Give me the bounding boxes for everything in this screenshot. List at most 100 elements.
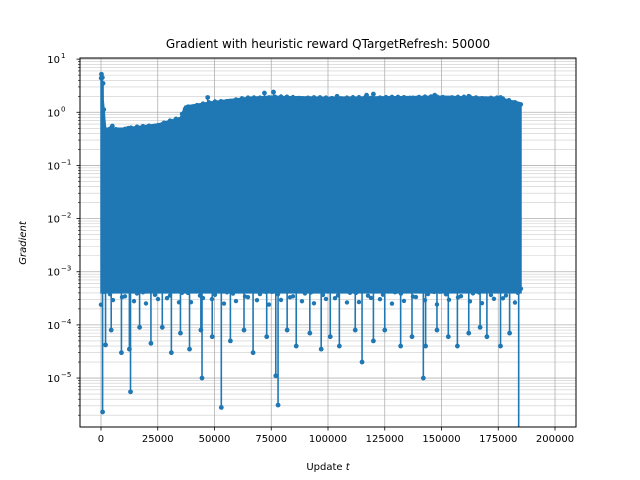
series-point	[409, 334, 415, 340]
series-point	[173, 288, 179, 294]
series-point	[269, 289, 275, 294]
series-point	[137, 286, 143, 291]
series-point	[187, 346, 192, 352]
y-tick-label: 10	[47, 161, 60, 172]
series-point	[464, 288, 470, 293]
series-point	[125, 125, 131, 131]
series-point	[251, 95, 257, 100]
series-point	[245, 294, 251, 300]
series-point	[269, 96, 275, 102]
x-tick-label: 50000	[199, 434, 231, 445]
series-point	[100, 80, 106, 86]
series-point	[242, 100, 248, 105]
series-point	[431, 98, 437, 103]
series-point	[347, 98, 353, 104]
series-point	[239, 96, 245, 101]
series-point	[473, 286, 479, 291]
series-point	[380, 97, 386, 102]
series-point	[104, 129, 110, 135]
series-point	[257, 291, 263, 297]
series-point	[419, 97, 425, 103]
x-tick-label: 200000	[536, 434, 574, 445]
series-point	[344, 95, 350, 100]
series-point	[320, 99, 326, 104]
series-point	[262, 90, 267, 96]
series-point	[428, 94, 434, 99]
series-point	[167, 118, 173, 123]
series-point	[284, 287, 290, 292]
series-point	[491, 296, 497, 302]
series-point	[99, 75, 105, 80]
y-tick-exponent: −4	[61, 318, 72, 326]
series-point	[497, 100, 503, 105]
data-series	[98, 71, 524, 427]
series-point	[323, 296, 329, 302]
series-point	[498, 95, 503, 100]
series-point	[128, 288, 134, 293]
series-point	[437, 289, 443, 294]
series-point	[329, 287, 335, 292]
series-point	[194, 286, 200, 292]
series-point	[209, 104, 215, 109]
chart-title: Gradient with heuristic reward QTargetRe…	[166, 37, 490, 51]
series-point	[227, 338, 233, 344]
series-point	[506, 98, 512, 103]
series-point	[383, 94, 389, 100]
series-point	[158, 123, 164, 128]
series-point	[122, 294, 128, 299]
series-point	[149, 286, 155, 292]
series-point	[224, 290, 230, 295]
series-point	[251, 288, 257, 293]
series-point	[507, 330, 513, 336]
series-point	[374, 287, 380, 293]
series-point	[305, 286, 311, 291]
x-tick-label: 150000	[422, 434, 460, 445]
series-point	[416, 94, 422, 100]
series-point	[239, 286, 245, 292]
series-point	[395, 94, 401, 100]
series-point	[260, 286, 266, 291]
series-point	[299, 299, 305, 304]
series-point	[458, 294, 464, 299]
series-point	[278, 94, 284, 99]
y-axis-label: Gradient	[18, 220, 29, 265]
series-point	[332, 296, 338, 301]
series-point	[103, 342, 108, 348]
series-point	[233, 97, 239, 102]
series-point	[284, 327, 290, 333]
series-point	[275, 402, 281, 408]
series-point	[359, 359, 365, 365]
series-point	[356, 299, 362, 305]
series-point	[148, 340, 154, 346]
series-point	[368, 295, 374, 301]
series-point	[317, 286, 323, 292]
series-point	[281, 99, 287, 104]
series-point	[371, 91, 376, 97]
series-point	[230, 291, 236, 296]
series-point	[395, 286, 401, 291]
y-tick-label: 10	[47, 321, 60, 332]
series-point	[497, 287, 503, 292]
series-point	[420, 375, 426, 381]
series-point	[443, 292, 449, 297]
series-point	[392, 99, 398, 104]
x-axis-label-variable: t	[346, 462, 351, 473]
series-point	[284, 94, 290, 99]
series-point	[419, 288, 425, 293]
series-point	[458, 98, 464, 103]
y-tick-label: 10	[47, 55, 60, 66]
x-tick-label: 75000	[255, 434, 287, 445]
series-point	[236, 99, 242, 105]
series-point	[494, 95, 500, 100]
series-point	[500, 296, 506, 301]
series-point	[318, 346, 324, 352]
series-point	[275, 98, 281, 103]
series-point	[488, 95, 494, 101]
series-point	[161, 287, 167, 292]
series-point	[383, 286, 389, 292]
series-point	[350, 286, 356, 291]
series-point	[398, 343, 404, 349]
x-tick-label: 0	[98, 434, 104, 445]
series-point	[287, 98, 293, 103]
